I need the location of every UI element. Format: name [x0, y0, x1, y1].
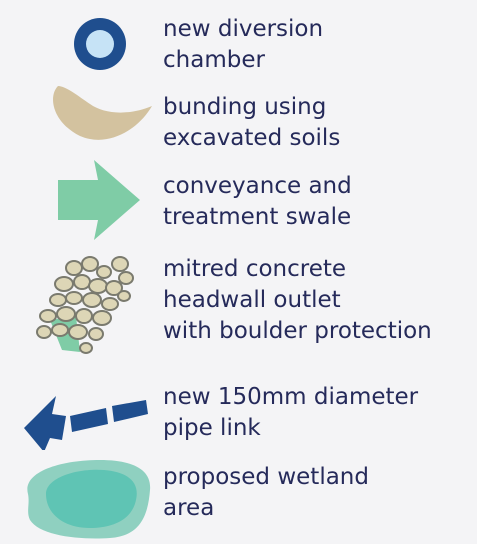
legend-label-bunding: bunding using excavated soils: [163, 94, 341, 151]
wetland-icon: [27, 460, 151, 539]
dashed-arrow-icon: [24, 396, 148, 450]
ring-icon: [74, 18, 126, 70]
arrow-icon: [58, 160, 140, 240]
legend-label-swale: conveyance and treatment swale: [163, 173, 352, 230]
legend-label-headwall: mitred concrete headwall outlet with bou…: [163, 256, 432, 344]
legend-label-pipe: new 150mm diameter pipe link: [163, 384, 419, 441]
boulders-icon: [36, 256, 134, 354]
legend-label-diversion-chamber: new diversion chamber: [163, 16, 324, 73]
legend-label-wetland: proposed wetland area: [163, 464, 369, 521]
crescent-icon: [53, 86, 152, 140]
